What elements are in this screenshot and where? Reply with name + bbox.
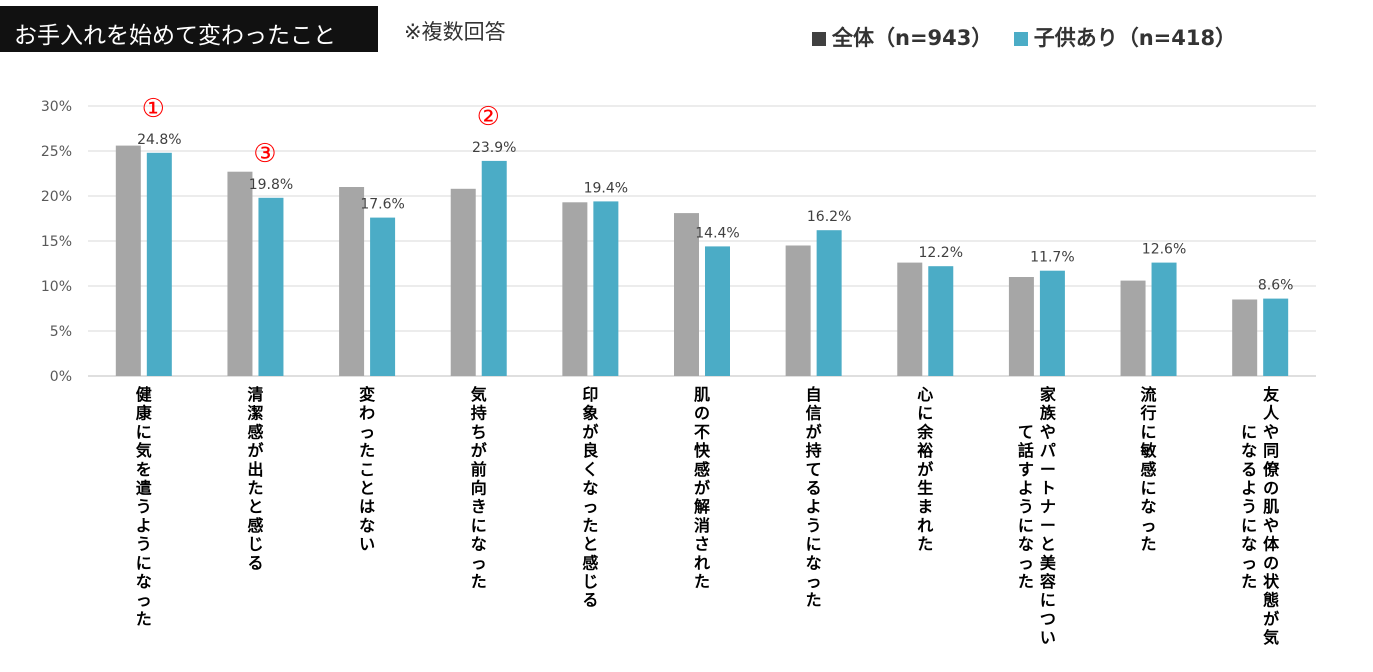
bar bbox=[1008, 277, 1034, 376]
bar bbox=[450, 188, 476, 376]
x-category-label: 印象が良くなったと感じる bbox=[582, 385, 598, 610]
legend-item-total: 全体（n=943） bbox=[812, 26, 1000, 50]
bar bbox=[1232, 299, 1258, 376]
x-category-label: 自信が持てるようになった bbox=[806, 385, 822, 610]
bar bbox=[593, 201, 619, 376]
x-category-label: 肌の不快感が解消された bbox=[694, 385, 711, 591]
legend-swatch-with-children bbox=[1013, 32, 1028, 46]
bar bbox=[1151, 262, 1177, 376]
bar bbox=[115, 145, 141, 376]
data-label: 12.6% bbox=[1142, 242, 1186, 258]
data-label: 11.7% bbox=[1030, 250, 1074, 266]
y-tick-label: 15% bbox=[41, 234, 72, 250]
x-category-label: 変わったことはない bbox=[359, 385, 375, 554]
data-label: 17.6% bbox=[360, 197, 404, 213]
bar bbox=[816, 230, 842, 376]
bar bbox=[1263, 298, 1289, 376]
bar bbox=[339, 187, 365, 376]
data-label: 16.2% bbox=[807, 209, 851, 225]
x-category-label: 清潔感が出たと感じる bbox=[247, 385, 263, 572]
y-tick-label: 10% bbox=[41, 279, 72, 295]
x-category-label: 心に余裕が生まれた bbox=[916, 385, 934, 554]
bar bbox=[146, 152, 172, 376]
rank-annotation: ① bbox=[142, 94, 165, 124]
y-tick-label: 20% bbox=[41, 189, 72, 205]
data-label: 24.8% bbox=[137, 132, 181, 148]
y-tick-label: 30% bbox=[41, 99, 72, 115]
bar bbox=[227, 171, 253, 376]
rank-annotation: ② bbox=[477, 102, 500, 132]
rank-annotation: ③ bbox=[253, 139, 276, 169]
x-category-label: 流行に敏感になった bbox=[1140, 385, 1158, 554]
legend-swatch-total bbox=[812, 32, 826, 46]
bar bbox=[258, 197, 284, 376]
x-category-label: 家族やパートナーと美容につい bbox=[1039, 385, 1057, 647]
bar bbox=[928, 266, 954, 376]
x-category-label: 気持ちが前向きになった bbox=[471, 385, 487, 591]
data-label: 14.4% bbox=[695, 225, 739, 241]
bar bbox=[562, 202, 588, 376]
legend-label-total: 全体（n=943） bbox=[832, 26, 993, 50]
data-label: 19.8% bbox=[249, 177, 293, 193]
data-label: 19.4% bbox=[584, 180, 628, 196]
legend: 全体（n=943） 子供あり（n=418） bbox=[812, 22, 1250, 52]
bar bbox=[785, 245, 811, 376]
x-category-label: になるようになった bbox=[1241, 422, 1257, 591]
legend-label-with-children: 子供あり（n=418） bbox=[1033, 26, 1237, 50]
bar bbox=[370, 217, 396, 376]
x-category-label: て話すようになった bbox=[1018, 422, 1034, 591]
page-title: お手入れを始めて変わったこと bbox=[14, 23, 336, 49]
y-tick-label: 5% bbox=[50, 324, 72, 340]
data-label: 12.2% bbox=[919, 245, 963, 261]
bar bbox=[1120, 280, 1146, 376]
x-category-label: 友人や同僚の肌や体の状態が気 bbox=[1262, 385, 1280, 647]
title-banner: お手入れを始めて変わったこと bbox=[0, 6, 378, 52]
data-label: 8.6% bbox=[1258, 278, 1294, 294]
bar bbox=[1039, 270, 1065, 376]
data-label: 23.9% bbox=[472, 140, 516, 156]
bar bbox=[481, 160, 507, 376]
bar bbox=[897, 262, 923, 376]
bar bbox=[674, 213, 699, 376]
legend-item-with-children: 子供あり（n=418） bbox=[1013, 26, 1237, 50]
multiple-answer-note: ※複数回答 bbox=[404, 20, 506, 44]
bar bbox=[705, 246, 730, 376]
x-category-label: 健康に気を遣うようになった bbox=[136, 385, 153, 628]
y-tick-label: 0% bbox=[50, 369, 72, 385]
y-tick-label: 25% bbox=[41, 144, 72, 160]
